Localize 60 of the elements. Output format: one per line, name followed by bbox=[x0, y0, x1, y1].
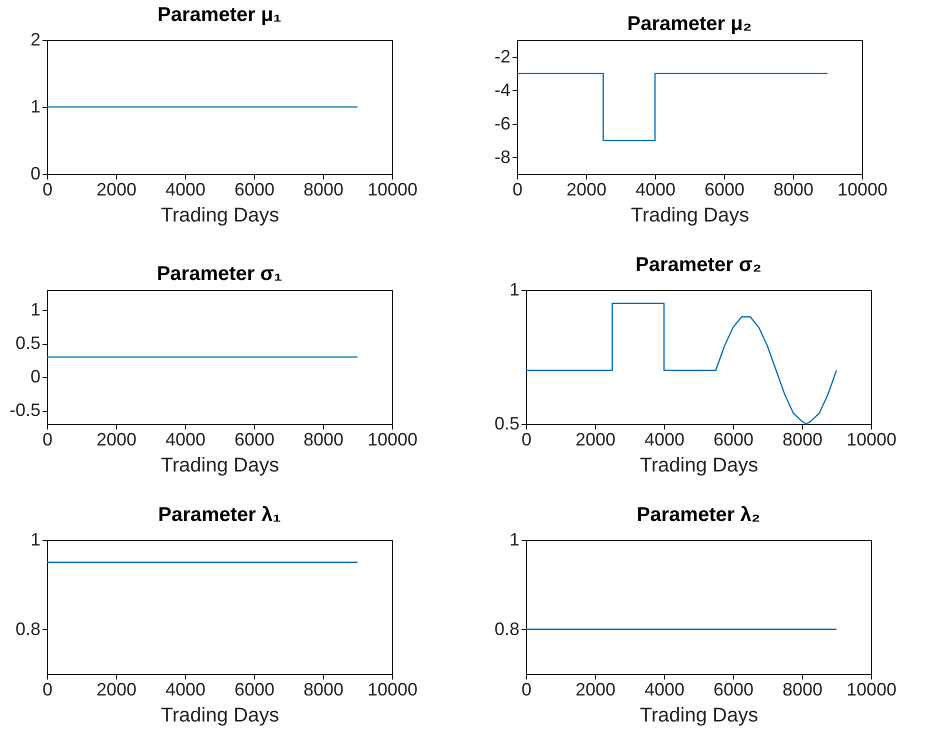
x-tick-label: 10000 bbox=[367, 680, 418, 700]
x-tick-label: 10000 bbox=[846, 430, 897, 450]
y-tick-label: -8 bbox=[494, 146, 510, 167]
x-tick-label: 2000 bbox=[575, 680, 616, 700]
y-tick-label: 0.5 bbox=[15, 333, 40, 354]
y-tick-label: 0.8 bbox=[494, 618, 520, 639]
y-tick-label: 1 bbox=[30, 96, 40, 116]
y-tick-label: 1 bbox=[509, 530, 520, 550]
chart-title: Parameter σ₂ bbox=[636, 254, 762, 276]
x-tick-label: 6000 bbox=[713, 680, 754, 700]
y-tick-label: 1 bbox=[30, 530, 40, 550]
x-tick-label: 8000 bbox=[773, 180, 814, 200]
x-tick-label: 2000 bbox=[575, 430, 616, 450]
x-tick-label: 2000 bbox=[96, 430, 137, 450]
y-tick-label: -2 bbox=[494, 46, 510, 66]
x-tick-label: 10000 bbox=[367, 430, 418, 450]
y-tick-label: 0 bbox=[30, 366, 40, 387]
chart-title: Parameter λ₂ bbox=[636, 504, 760, 526]
x-tick-label: 8000 bbox=[782, 680, 823, 700]
y-tick-label: 1 bbox=[509, 280, 520, 300]
x-tick-label: 4000 bbox=[165, 180, 206, 200]
chart-title: Parameter σ₁ bbox=[156, 263, 282, 285]
x-tick-label: 10000 bbox=[367, 180, 418, 200]
x-tick-label: 2000 bbox=[96, 680, 137, 700]
y-tick-label: -0.5 bbox=[9, 400, 40, 420]
y-tick-label: -4 bbox=[494, 80, 510, 100]
y-tick-label: 0.8 bbox=[15, 618, 40, 639]
x-axis-title: Trading Days bbox=[160, 454, 280, 476]
x-axis-title: Trading Days bbox=[640, 704, 758, 726]
x-tick-label: 8000 bbox=[303, 180, 344, 200]
x-tick-label: 10000 bbox=[837, 180, 888, 200]
chart-title: Parameter λ₁ bbox=[158, 504, 281, 526]
y-tick-label: 0.5 bbox=[494, 414, 520, 434]
x-tick-label: 2000 bbox=[566, 180, 607, 200]
x-tick-label: 4000 bbox=[644, 680, 685, 700]
y-tick-label: 2 bbox=[30, 30, 40, 50]
y-tick-label: 1 bbox=[30, 300, 40, 320]
x-tick-label: 6000 bbox=[234, 680, 275, 700]
x-axis-title: Trading Days bbox=[630, 204, 750, 226]
x-tick-label: 8000 bbox=[303, 430, 344, 450]
x-tick-label: 4000 bbox=[165, 680, 206, 700]
x-tick-label: 6000 bbox=[234, 430, 275, 450]
x-tick-label: 4000 bbox=[165, 430, 206, 450]
chart-title: Parameter μ₁ bbox=[158, 4, 282, 26]
x-tick-label: 4000 bbox=[644, 430, 685, 450]
x-tick-label: 6000 bbox=[713, 430, 754, 450]
x-tick-label: 2000 bbox=[96, 180, 137, 200]
y-tick-label: -6 bbox=[494, 113, 510, 134]
x-tick-label: 10000 bbox=[846, 680, 897, 700]
chart-title: Parameter μ₂ bbox=[627, 13, 752, 35]
x-tick-label: 6000 bbox=[704, 180, 745, 200]
y-tick-label: 0 bbox=[30, 164, 40, 184]
x-axis-title: Trading Days bbox=[160, 204, 280, 226]
x-axis-title: Trading Days bbox=[160, 704, 280, 726]
x-tick-label: 8000 bbox=[303, 680, 344, 700]
x-tick-label: 8000 bbox=[782, 430, 823, 450]
line-series bbox=[525, 302, 838, 425]
x-tick-label: 6000 bbox=[234, 180, 275, 200]
x-axis-title: Trading Days bbox=[640, 454, 758, 476]
x-tick-label: 4000 bbox=[635, 180, 676, 200]
